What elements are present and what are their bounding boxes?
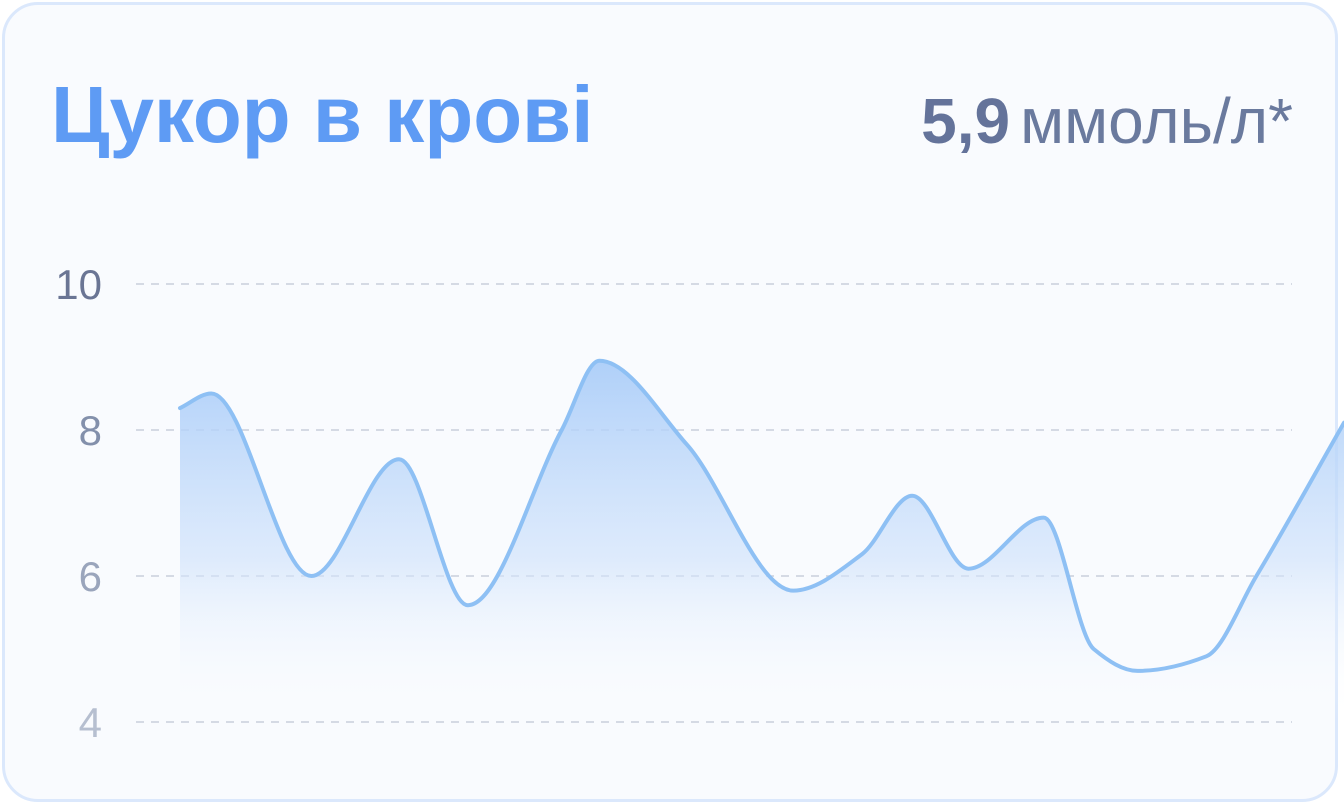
y-axis: 10 8 6 4 bbox=[55, 261, 102, 746]
y-tick-label-8: 8 bbox=[79, 407, 102, 454]
series-area bbox=[180, 360, 1344, 722]
y-tick-label-6: 6 bbox=[79, 553, 102, 600]
series-line bbox=[178, 358, 1344, 673]
current-unit: ммоль/л* bbox=[1020, 85, 1293, 157]
current-value: 5,9 bbox=[921, 85, 1011, 157]
y-tick-label-10: 10 bbox=[55, 261, 102, 308]
y-tick-label-4: 4 bbox=[79, 699, 102, 746]
current-reading: 5,9 ммоль/л* bbox=[921, 81, 1293, 161]
card-title: Цукор в крові bbox=[51, 70, 594, 159]
